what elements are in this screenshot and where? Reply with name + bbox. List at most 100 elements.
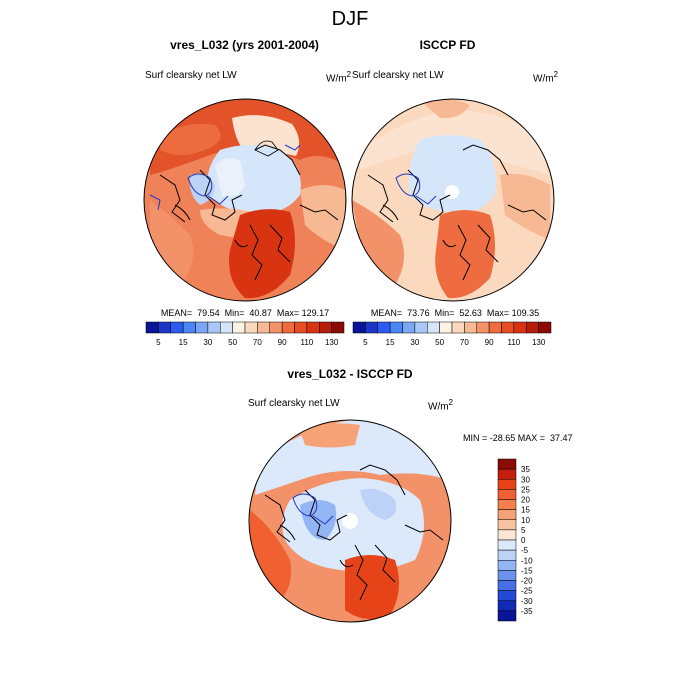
difference-colorbar-label: 10	[521, 516, 530, 525]
model-colorbar-box	[269, 321, 283, 334]
model-colorbar-label: 30	[203, 338, 212, 347]
difference-colorbar-label: 35	[521, 465, 530, 474]
model-colorbar-box	[257, 321, 270, 334]
main-title: DJF	[331, 8, 369, 30]
difference-map-outline	[248, 419, 452, 623]
difference-colorbar-box	[497, 539, 517, 551]
difference-colorbar-box	[497, 610, 517, 622]
model-colorbar-box	[220, 321, 233, 334]
isccp-colorbar-box	[476, 321, 490, 334]
model-colorbar-box	[281, 321, 295, 334]
model-colorbar-box	[145, 321, 159, 334]
model-colorbar-box	[182, 321, 196, 334]
model-colorbar-label: 15	[179, 338, 188, 347]
isccp-colorbar-label: 30	[410, 338, 419, 347]
panel2-stats: MEAN= 73.76 Min= 52.63 Max= 109.35	[370, 308, 540, 318]
diff-units: W/m2	[428, 398, 453, 413]
isccp-colorbar-box	[439, 321, 453, 334]
difference-colorbar-label: -5	[521, 546, 529, 555]
difference-colorbar-label: 20	[521, 496, 530, 505]
difference-colorbar-label: 5	[521, 526, 526, 535]
isccp-colorbar-box	[414, 321, 428, 334]
isccp-colorbar-label: 50	[435, 338, 444, 347]
isccp-colorbar-box	[538, 321, 552, 334]
panel2-left-label: Surf clearsky net LW	[352, 70, 444, 81]
diff-title: vres_L032 - ISCCP FD	[287, 367, 413, 381]
model-polar-map	[144, 99, 346, 301]
diff-stats: MIN = -28.65 MAX = 37.47	[463, 433, 573, 443]
panel1-stats: MEAN= 79.54 Min= 40.87 Max= 129.17	[160, 308, 330, 318]
isccp-colorbar-box	[488, 321, 502, 334]
difference-colorbar-box	[497, 489, 517, 500]
difference-polar-map	[249, 420, 451, 622]
model-colorbar-label: 90	[278, 338, 287, 347]
model-colorbar-box	[294, 321, 308, 334]
isccp-colorbar-box	[377, 321, 391, 334]
isccp-colorbar-box	[402, 321, 416, 334]
isccp-polar-map	[352, 99, 554, 301]
difference-colorbar-box	[497, 479, 517, 490]
model-colorbar-box	[244, 321, 258, 334]
model-colorbar-box	[331, 321, 345, 334]
difference-colorbar-label: 30	[521, 475, 530, 484]
difference-colorbar-label: -20	[521, 577, 533, 586]
model-colorbar-box	[170, 321, 184, 334]
model-colorbar-box	[319, 321, 332, 334]
panel1-title: vres_L032 (yrs 2001-2004)	[170, 38, 319, 52]
difference-colorbar-label: -35	[521, 607, 533, 616]
difference-colorbar-box	[497, 519, 517, 531]
isccp-colorbar-label: 5	[363, 338, 368, 347]
isccp-colorbar-box	[526, 321, 539, 334]
model-colorbar-box	[195, 321, 209, 334]
difference-colorbar-box	[497, 570, 517, 581]
isccp-colorbar-box	[451, 321, 465, 334]
model-colorbar-label: 110	[300, 338, 313, 347]
difference-colorbar-box	[497, 499, 517, 510]
isccp-colorbar-box	[464, 321, 477, 334]
model-colorbar-label: 130	[325, 338, 339, 347]
difference-colorbar-label: -10	[521, 556, 533, 565]
model-colorbar-box	[158, 321, 171, 334]
panel1-left-label: Surf clearsky net LW	[145, 70, 237, 81]
isccp-colorbar-box	[352, 321, 366, 334]
difference-colorbar-label: -15	[521, 566, 533, 575]
difference-colorbar-box	[497, 590, 517, 601]
model-colorbar-box	[306, 321, 320, 334]
isccp-colorbar-box	[389, 321, 403, 334]
model-colorbar-label: 70	[253, 338, 262, 347]
model-colorbar-label: 5	[156, 338, 161, 347]
isccp-colorbar-label: 90	[485, 338, 494, 347]
isccp-colorbar-box	[365, 321, 378, 334]
panel2-units: W/m2	[533, 70, 558, 85]
model-colorbar-label: 50	[228, 338, 237, 347]
difference-colorbar-box	[497, 529, 517, 541]
difference-colorbar-label: -25	[521, 587, 533, 596]
model-colorbar: 5 15 30 50 70 90 110 130	[145, 321, 345, 347]
difference-colorbar-box	[497, 580, 517, 591]
panel2-title: ISCCP FD	[419, 38, 476, 52]
difference-colorbar-label: -30	[521, 597, 533, 606]
difference-colorbar-box	[497, 468, 517, 480]
isccp-colorbar-box	[513, 321, 527, 334]
isccp-colorbar-label: 15	[386, 338, 395, 347]
difference-colorbar-label: 25	[521, 485, 530, 494]
isccp-map-outline	[351, 98, 555, 302]
isccp-colorbar-box	[501, 321, 515, 334]
panel1-units: W/m2	[326, 70, 351, 85]
difference-colorbar-box	[497, 549, 517, 561]
difference-colorbar-box	[497, 600, 517, 612]
difference-colorbar-label: 15	[521, 506, 530, 515]
isccp-colorbar-label: 70	[460, 338, 469, 347]
model-colorbar-box	[207, 321, 221, 334]
diff-left-label: Surf clearsky net LW	[248, 398, 340, 409]
model-colorbar-box	[232, 321, 246, 334]
isccp-colorbar: 5 15 30 50 70 90 110 130	[352, 321, 552, 347]
difference-colorbar-label: 0	[521, 536, 526, 545]
isccp-colorbar-box	[427, 321, 440, 334]
isccp-colorbar-label: 130	[532, 338, 546, 347]
isccp-colorbar-label: 110	[507, 338, 520, 347]
difference-colorbar-box	[497, 509, 517, 520]
difference-colorbar-box	[497, 458, 517, 470]
